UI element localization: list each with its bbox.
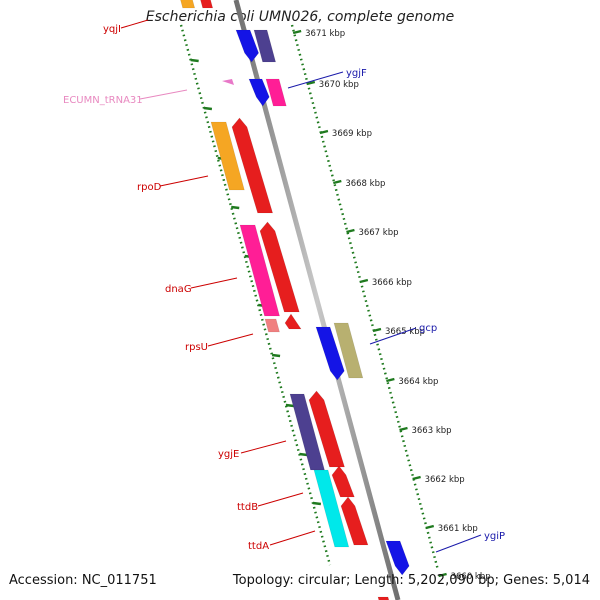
gene-arrow-rpsU[interactable]: [264, 318, 280, 333]
summary-text: Topology: circular; Length: 5,202,090 bp…: [232, 573, 590, 588]
label-leader-line: [190, 277, 238, 289]
major-tick: [306, 80, 316, 86]
tick-label: 3667 kbp: [358, 228, 398, 238]
gene-arrow[interactable]: [377, 596, 390, 600]
label-leader-line: [435, 534, 482, 553]
minor-tick: [231, 205, 240, 210]
gene-label[interactable]: ygjF: [346, 68, 367, 79]
gene-arrow-rpsU[interactable]: [284, 313, 302, 330]
gene-arrow-ygjF[interactable]: [235, 29, 259, 63]
major-tick: [438, 572, 447, 578]
major-tick: [386, 377, 395, 383]
gene-arrow-dnaG[interactable]: [239, 224, 280, 317]
tick-label: 3670 kbp: [319, 80, 359, 90]
gene-label[interactable]: ygiP: [484, 531, 505, 542]
major-tick: [346, 228, 355, 234]
gene-arrow[interactable]: [253, 29, 277, 63]
gene-arrow-yqjI[interactable]: [200, 0, 214, 9]
tick-label: 3666 kbp: [372, 278, 412, 288]
map-title: Escherichia coli UMN026, complete genome: [145, 9, 455, 25]
tick-label: 3664 kbp: [398, 377, 438, 387]
minor-tick: [190, 58, 199, 63]
label-leader-line: [159, 175, 209, 187]
gene-arrow-ttdB[interactable]: [313, 469, 350, 548]
label-leader-line: [240, 440, 287, 454]
gene-label[interactable]: rpoD: [137, 182, 162, 193]
label-leader-line: [287, 71, 344, 89]
gene-label[interactable]: gcp: [419, 323, 437, 334]
minor-tick: [299, 452, 308, 457]
tick-label: 3662 kbp: [425, 475, 465, 485]
gene-arrow-ygjE[interactable]: [308, 390, 345, 468]
gene-label[interactable]: ttdA: [248, 541, 269, 552]
inner-tick-track: [179, 24, 332, 566]
label-lines: [120, 19, 482, 553]
label-leader-line: [369, 327, 417, 345]
gene-arrow-ttdB[interactable]: [331, 465, 355, 498]
gene-arrow-rpoD[interactable]: [231, 117, 274, 214]
accession-text: Accession: NC_011751: [9, 573, 157, 588]
tick-label: 3663 kbp: [411, 426, 451, 436]
minor-tick: [312, 501, 322, 506]
gene-arrow[interactable]: [248, 78, 270, 107]
gene-arrow-yqjI[interactable]: [180, 0, 196, 9]
gene-arrow-ttdA[interactable]: [340, 496, 369, 546]
gene-label[interactable]: ECUMN_tRNA31: [63, 95, 143, 106]
gene-arrow-dnaG[interactable]: [259, 221, 300, 313]
gene-label[interactable]: ygjE: [218, 449, 239, 460]
gene-label[interactable]: yqjI: [103, 24, 121, 35]
label-leader-line: [139, 89, 188, 100]
major-tick: [412, 475, 421, 481]
gene-label[interactable]: dnaG: [165, 284, 192, 295]
minor-tick: [271, 353, 281, 358]
tick-label: 3669 kbp: [332, 129, 372, 139]
inner-dotted-line: [179, 24, 332, 566]
gene-label[interactable]: ttdB: [237, 502, 258, 513]
gene-arrow-gcp[interactable]: [333, 322, 364, 379]
major-tick: [319, 129, 329, 135]
gene-labels: yqjI ygjF ECUMN_tRNA31 rpoD dnaG gcp rpsU ygjE t…: [63, 24, 505, 552]
gene-arrow-gcp[interactable]: [315, 326, 345, 381]
label-leader-line: [269, 530, 316, 546]
major-tick: [425, 524, 435, 530]
trna-arrow-ECUMN_tRNA31[interactable]: [222, 79, 234, 85]
major-tick: [372, 327, 382, 333]
label-leader-line: [120, 19, 149, 29]
major-tick: [399, 426, 408, 432]
tick-label: 3671 kbp: [305, 29, 345, 39]
feature-track: [180, 0, 410, 600]
gene-arrow-rpoD[interactable]: [210, 121, 245, 191]
tick-label: 3668 kbp: [345, 179, 385, 189]
label-leader-line: [257, 492, 304, 507]
tick-label: 3660 kbp: [451, 572, 491, 582]
gene-arrow[interactable]: [265, 78, 287, 107]
tick-label: 3661 kbp: [438, 524, 478, 534]
major-tick: [359, 278, 369, 284]
major-tick: [292, 29, 302, 35]
minor-tick: [203, 106, 213, 111]
label-leader-line: [207, 333, 254, 347]
minor-tick: [285, 403, 295, 408]
major-tick: [333, 179, 342, 185]
gene-arrow-ygiP[interactable]: [385, 540, 410, 576]
gene-label[interactable]: rpsU: [185, 342, 208, 353]
